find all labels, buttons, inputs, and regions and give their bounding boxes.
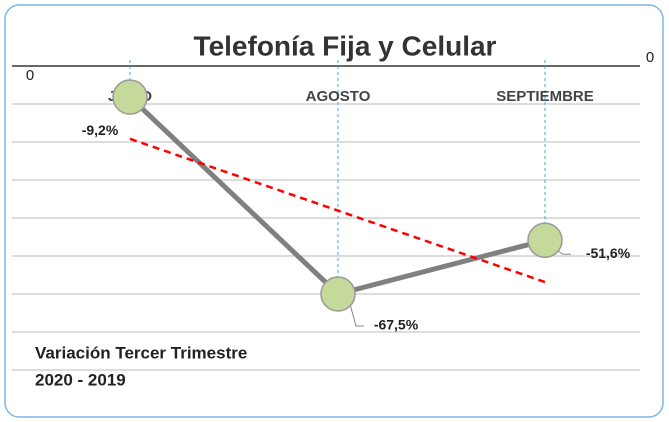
- leader-line: [556, 249, 571, 255]
- trendline: [129, 137, 546, 284]
- y-tick-label: 0: [26, 67, 34, 84]
- x-tick-label: AGOSTO: [306, 88, 371, 105]
- data-label: -67,5%: [374, 317, 419, 333]
- data-label: -9,2%: [82, 122, 119, 138]
- y2-tick-label: 0: [646, 49, 654, 66]
- marker: [320, 276, 356, 312]
- leader-line: [349, 303, 364, 327]
- chart-title: Telefonía Fija y Celular: [194, 30, 497, 61]
- marker: [112, 79, 148, 115]
- frame: [4, 4, 664, 418]
- marker: [527, 222, 563, 259]
- annotation: Variación Tercer Trimestre: [35, 343, 247, 362]
- x-tick-label: SEPTIEMBRE: [496, 88, 594, 105]
- data-label: -51,6%: [586, 245, 631, 261]
- annotation: 2020 - 2019: [35, 370, 126, 389]
